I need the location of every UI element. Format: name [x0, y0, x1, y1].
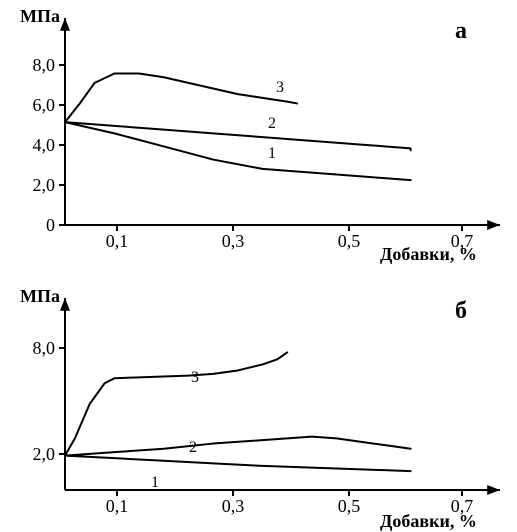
chart-svg: 2,08,00,10,30,50,7МПаДобавки, %б123 — [0, 280, 517, 532]
y-axis-label: МПа — [20, 6, 60, 26]
series-3 — [65, 74, 297, 123]
x-axis-label: Добавки, % — [380, 511, 477, 531]
series-label-1: 1 — [151, 474, 159, 491]
x-tick-label: 0,3 — [222, 231, 245, 251]
x-arrow-icon — [487, 485, 500, 495]
y-tick-label: 4,0 — [33, 135, 56, 155]
chart-a: 02,04,06,08,00,10,30,50,7МПаДобавки, %а1… — [0, 0, 517, 265]
panel-label: а — [455, 18, 467, 44]
series-label-2: 2 — [268, 115, 276, 132]
series-1 — [65, 456, 411, 471]
y-arrow-icon — [60, 298, 70, 311]
chart-svg: 02,04,06,08,00,10,30,50,7МПаДобавки, %а1… — [0, 0, 517, 265]
x-tick-label: 0,1 — [106, 231, 129, 251]
series-2 — [65, 122, 411, 150]
panel-label: б — [455, 298, 467, 324]
y-tick-label: 6,0 — [33, 95, 56, 115]
y-tick-label: 8,0 — [33, 338, 56, 358]
x-tick-label: 0,3 — [222, 496, 245, 516]
series-label-3: 3 — [276, 79, 284, 96]
series-label-3: 3 — [191, 369, 199, 386]
y-axis-label: МПа — [20, 286, 60, 306]
x-tick-label: 0,5 — [338, 231, 361, 251]
series-label-2: 2 — [189, 439, 197, 456]
y-tick-label: 2,0 — [33, 175, 56, 195]
y-tick-label: 8,0 — [33, 55, 56, 75]
x-arrow-icon — [487, 220, 500, 230]
series-label-1: 1 — [268, 145, 276, 162]
series-1 — [65, 122, 411, 180]
y-tick-label: 2,0 — [33, 444, 56, 464]
y-arrow-icon — [60, 18, 70, 31]
y-tick-label: 0 — [46, 215, 55, 235]
x-tick-label: 0,5 — [338, 496, 361, 516]
chart-b: 2,08,00,10,30,50,7МПаДобавки, %б123 — [0, 280, 517, 532]
x-tick-label: 0,1 — [106, 496, 129, 516]
x-axis-label: Добавки, % — [380, 244, 477, 264]
series-2 — [65, 437, 411, 456]
